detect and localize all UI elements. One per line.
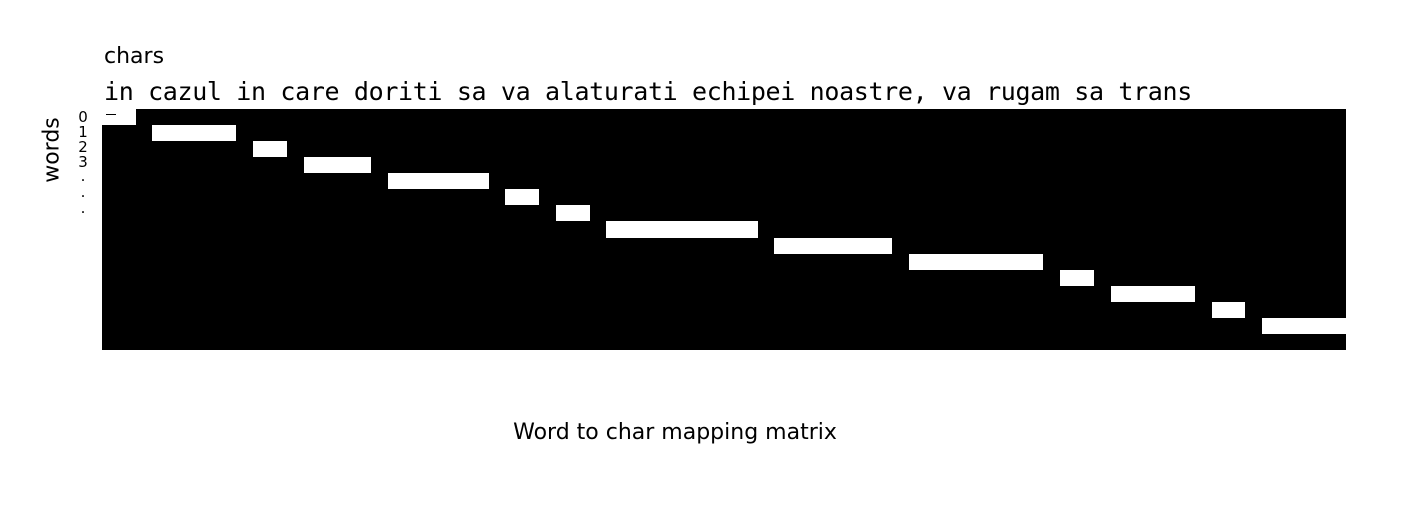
char-sequence: in cazul in care doriti sa va alaturati … xyxy=(104,77,1192,106)
row-tick: 3 xyxy=(78,153,88,171)
row-tick-ellipsis: . xyxy=(80,199,86,217)
mapping-matrix xyxy=(102,109,1346,350)
word-cell-5 xyxy=(505,189,540,206)
x-axis-label: chars xyxy=(104,44,165,69)
word-cell-10 xyxy=(1060,269,1094,286)
word-cell-12 xyxy=(1211,301,1246,318)
word-cell-6 xyxy=(555,205,590,222)
row-tick: 0 xyxy=(78,108,88,126)
word-cell-8 xyxy=(774,237,893,254)
word-cell-3 xyxy=(303,157,371,174)
word-cell-11 xyxy=(1110,285,1195,302)
word-cell-13 xyxy=(1261,317,1346,334)
figure-caption: Word to char mapping matrix xyxy=(513,420,837,445)
word-cell-0 xyxy=(102,109,136,126)
word-cell-9 xyxy=(908,253,1044,270)
row-tick: 1 xyxy=(78,123,88,141)
row-ticks: 0 1 2 3 . . . xyxy=(76,110,90,218)
row-tick: 2 xyxy=(78,138,88,156)
row-tick-ellipsis: . xyxy=(80,167,86,185)
word-cell-1 xyxy=(152,125,237,142)
y-axis-label: words xyxy=(39,117,65,183)
row-tick-ellipsis: . xyxy=(80,183,86,201)
word-cell-4 xyxy=(387,173,489,190)
word-cell-2 xyxy=(253,141,287,158)
word-cell-7 xyxy=(606,221,758,238)
